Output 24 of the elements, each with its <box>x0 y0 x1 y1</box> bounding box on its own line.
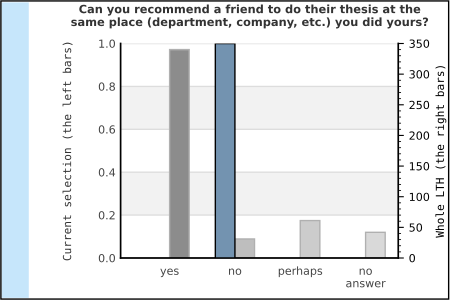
y-tick-label: 0.0 <box>98 254 115 262</box>
y2-tick-label: 300 <box>410 70 430 79</box>
bar <box>364 232 386 258</box>
y2-tick-label: 200 <box>409 131 430 140</box>
y-tick-label: 1.0 <box>99 39 115 48</box>
x-tick-label: no answer <box>346 268 386 288</box>
y-axis-title: Current selection (the left bars) <box>62 42 73 260</box>
y-tick-label: 0.6 <box>98 125 116 134</box>
y2-tick-label: 0 <box>409 254 415 262</box>
x-tick-label: perhaps <box>278 266 322 278</box>
y-tick-label: 0.4 <box>98 168 116 177</box>
y2-tick-label: 50 <box>410 223 422 232</box>
x-tick-label: yes <box>160 268 179 278</box>
y2-tick-label: 350 <box>410 39 430 48</box>
bar <box>300 220 321 258</box>
y2-tick-label: 250 <box>409 100 430 110</box>
y2-tick-label: 150 <box>410 162 430 170</box>
bar <box>168 48 190 258</box>
y2-axis-title: Whole LTH (the right bars) <box>435 66 446 238</box>
y2-tick-label: 100 <box>410 192 430 202</box>
y-tick-label: 0.8 <box>98 82 115 91</box>
chart-title: Can you recommend a friend to do their thesis at the same place (department, company, etc.) you did yours? <box>71 4 428 28</box>
y-tick-label: 0.2 <box>98 211 115 220</box>
x-tick-label: no <box>229 268 242 275</box>
